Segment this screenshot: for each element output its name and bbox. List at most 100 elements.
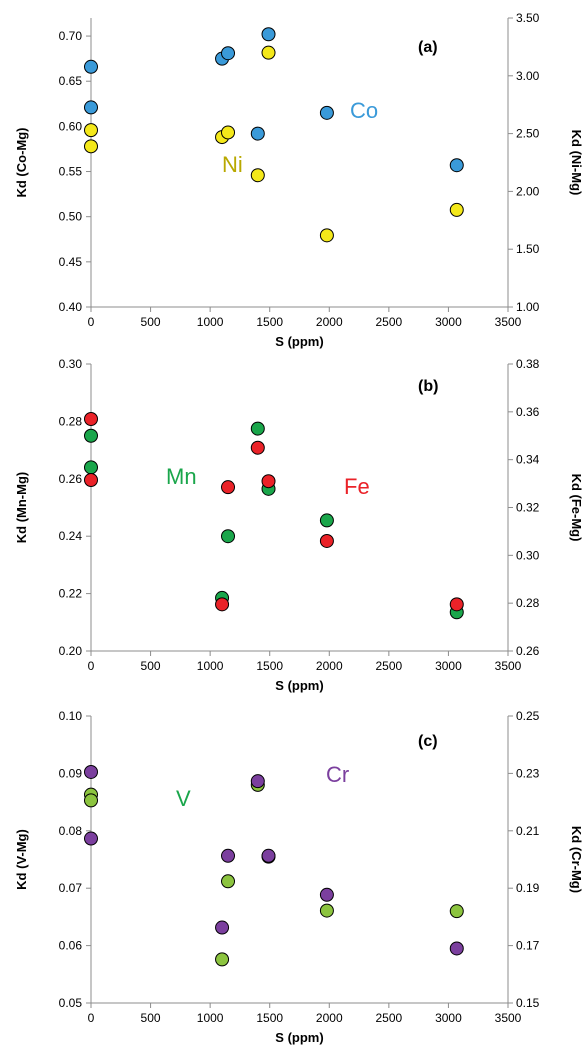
data-point-cr (84, 831, 98, 846)
x-tick-label: 1500 (256, 315, 283, 329)
series-label-co: Co (350, 98, 378, 123)
y-right-tick-label: 3.50 (516, 11, 540, 25)
y-right-tick-label: 3.00 (516, 69, 540, 83)
data-point-fe (84, 472, 98, 487)
data-point-mn (319, 513, 334, 528)
y-tick-label: 0.70 (59, 29, 83, 43)
y-axis-title: Kd (V-Mg) (14, 829, 29, 890)
x-tick-label: 3500 (495, 1011, 522, 1025)
y-tick-label: 0.06 (59, 939, 83, 953)
data-point-fe (449, 597, 464, 612)
data-point-cr (449, 941, 464, 956)
y-right-tick-label: 0.23 (516, 766, 540, 780)
series-label-fe: Fe (344, 474, 370, 499)
y-right-axis-title: Kd (Ni-Mg) (569, 130, 584, 196)
y-tick-label: 0.08 (59, 824, 83, 838)
x-tick-label: 1000 (197, 315, 224, 329)
data-point-ni (449, 202, 464, 217)
x-tick-label: 2000 (316, 659, 343, 673)
x-tick-label: 3000 (435, 315, 462, 329)
data-point-co (261, 27, 276, 42)
data-point-cr (215, 920, 230, 935)
y-right-tick-label: 0.28 (516, 596, 540, 610)
data-point-fe (84, 412, 98, 427)
chart-panel-2: 0.20 0.22 0.24 0.26 0.28 0.30 0.26 0.28 0.30 0.32… (14, 357, 584, 693)
data-point-co (319, 105, 334, 120)
data-point-ni (250, 168, 265, 183)
y-tick-label: 0.60 (59, 119, 83, 133)
y-tick-label: 0.07 (59, 881, 83, 895)
data-point-mn (250, 421, 265, 436)
y-tick-label: 0.45 (59, 255, 83, 269)
x-tick-label: 1000 (197, 1011, 224, 1025)
y-right-tick-label: 0.34 (516, 453, 540, 467)
data-point-cr (84, 764, 98, 779)
data-point-v (84, 793, 98, 808)
x-tick-label: 1500 (256, 1011, 283, 1025)
y-right-tick-label: 2.50 (516, 127, 540, 141)
series-label-ni: Ni (222, 152, 243, 177)
x-tick-label: 3500 (495, 315, 522, 329)
series-label-cr: Cr (326, 762, 349, 787)
x-tick-label: 1000 (197, 659, 224, 673)
data-point-fe (250, 440, 265, 455)
y-right-tick-label: 0.15 (516, 996, 540, 1010)
y-tick-label: 0.05 (59, 996, 83, 1010)
y-right-tick-label: 0.38 (516, 357, 540, 371)
data-point-v (215, 952, 230, 967)
data-point-cr (319, 887, 334, 902)
y-tick-label: 0.28 (59, 414, 83, 428)
data-point-v (221, 874, 236, 889)
x-axis-title: S (ppm) (275, 678, 323, 693)
x-tick-label: 2500 (376, 659, 403, 673)
data-point-ni (84, 123, 98, 138)
y-right-tick-label: 1.50 (516, 242, 540, 256)
x-tick-label: 2000 (316, 315, 343, 329)
x-tick-label: 0 (88, 1011, 95, 1025)
y-right-tick-label: 0.32 (516, 501, 540, 515)
x-tick-label: 0 (88, 659, 95, 673)
data-point-v (319, 903, 334, 918)
y-right-tick-label: 2.00 (516, 184, 540, 198)
x-tick-label: 2000 (316, 1011, 343, 1025)
data-point-mn (221, 529, 236, 544)
panel-label: (b) (418, 378, 438, 395)
data-point-fe (261, 474, 276, 489)
y-tick-label: 0.10 (59, 709, 83, 723)
y-tick-label: 0.40 (59, 300, 83, 314)
chart-panel-1: 0.40 0.45 0.50 0.55 0.60 0.65 0.70 1.00 1.50 2.00… (14, 11, 584, 349)
data-point-cr (221, 848, 236, 863)
x-tick-label: 500 (141, 315, 161, 329)
y-tick-label: 0.20 (59, 644, 83, 658)
y-right-tick-label: 0.19 (516, 881, 540, 895)
series-label-v: V (176, 786, 191, 811)
data-point-co (84, 59, 98, 74)
x-tick-label: 1500 (256, 659, 283, 673)
y-tick-label: 0.30 (59, 357, 83, 371)
data-point-ni (84, 139, 98, 154)
y-tick-label: 0.24 (59, 529, 83, 543)
y-tick-label: 0.22 (59, 587, 83, 601)
x-axis-title: S (ppm) (275, 334, 323, 349)
x-axis-title: S (ppm) (275, 1030, 323, 1045)
y-tick-label: 0.26 (59, 472, 83, 486)
x-tick-label: 0 (88, 315, 95, 329)
data-point-fe (221, 480, 236, 495)
x-tick-label: 500 (141, 1011, 161, 1025)
data-point-fe (215, 597, 230, 612)
x-tick-label: 2500 (376, 1011, 403, 1025)
x-tick-label: 2500 (376, 315, 403, 329)
data-point-co (250, 126, 265, 141)
x-tick-label: 3000 (435, 659, 462, 673)
series-label-mn: Mn (166, 464, 197, 489)
y-tick-label: 0.50 (59, 210, 83, 224)
data-point-fe (319, 533, 334, 548)
y-right-tick-label: 0.36 (516, 405, 540, 419)
x-tick-label: 3500 (495, 659, 522, 673)
y-tick-label: 0.09 (59, 766, 83, 780)
y-tick-label: 0.55 (59, 165, 83, 179)
data-point-ni (261, 45, 276, 60)
y-right-tick-label: 0.30 (516, 548, 540, 562)
x-tick-label: 3000 (435, 1011, 462, 1025)
